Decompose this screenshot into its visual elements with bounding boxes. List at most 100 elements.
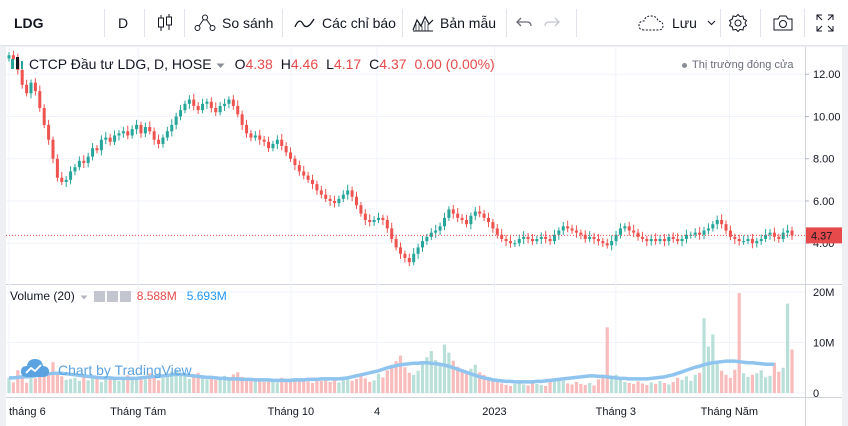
volume-bar [16,370,20,393]
volume-axis[interactable]: 20M 10M 0 [813,287,834,400]
candle-body [47,124,51,140]
eye-icon[interactable] [93,290,105,302]
fullscreen-icon [816,14,834,32]
candle-body [588,236,592,239]
interval-button[interactable]: D [118,0,128,46]
candle-body [236,105,240,115]
price-tick-label: 8.00 [813,154,834,166]
gear-icon[interactable] [106,290,118,302]
volume-bar [596,379,601,393]
chevron-down-icon[interactable] [80,289,88,303]
redo-icon [544,16,560,30]
symbol-search[interactable]: LDG [14,0,44,46]
volume-bar [51,362,55,393]
volume-bar [46,374,51,393]
candle-body [192,99,196,106]
candle-body [570,228,574,231]
series-title[interactable]: CTCP Đầu tư LDG, D, HOSE [29,56,212,72]
volume-bar [381,377,385,393]
tradingview-watermark[interactable]: Chart by TradingView [20,357,192,382]
chart-container[interactable]: 12.00 10.00 8.00 6.00 4.00 20M 10M 0 tháng 6 Th… [6,47,842,426]
candle-body [407,257,411,263]
volume-bar [240,376,244,393]
compare-icon [194,14,216,32]
candle-body [469,215,473,225]
indicators-button[interactable]: Các chỉ báo [294,0,396,46]
volume-bar [55,372,59,393]
candle-body [218,105,222,113]
candle-body [319,190,323,195]
top-toolbar: LDG D So sánh Các chỉ báo Bản mẫu [0,0,848,46]
volume-bar [548,381,552,393]
redo-button[interactable] [544,0,560,46]
volume-ma-value: 5.693M [186,289,227,303]
volume-bar [262,381,266,393]
chart-type-button[interactable] [156,0,174,46]
candle-body [170,124,174,132]
screenshot-button[interactable] [772,0,794,46]
volume-bar [434,360,438,393]
time-axis[interactable]: tháng 6 Tháng Tám Tháng 10 4 2023 Tháng 3 Thán… [9,406,758,418]
candle-body [517,238,521,244]
candle-body [500,234,504,239]
candle-body [95,148,99,151]
volume-bar [236,372,240,393]
volume-bar [482,374,486,393]
fullscreen-button[interactable] [816,0,834,46]
candle-body [381,217,385,220]
chevron-down-icon[interactable] [216,56,225,72]
volume-bar [196,372,200,393]
settings-button[interactable] [728,0,748,46]
volume-bar [385,370,389,393]
volume-bar [112,379,117,393]
volume-bar [544,385,548,393]
volume-bar [99,381,103,393]
compare-button[interactable]: So sánh [194,0,273,46]
volume-bar [720,370,724,393]
candle-body [253,135,257,138]
change-value: 0.00 (0.00%) [414,56,495,72]
candle-body [306,175,310,180]
candle-body [187,99,191,104]
volume-ma-line [9,359,775,384]
volume-bar [601,375,605,393]
volume-bar [623,381,627,393]
volume-bar [244,379,249,393]
volume-bar [460,371,464,393]
volume-bar [275,382,279,393]
templates-button[interactable]: Bản mẫu [412,0,496,46]
candle-body [130,129,134,136]
volume-bar [451,360,455,393]
volume-bar [341,379,345,393]
volume-bars [7,293,794,393]
volume-bar [671,381,675,393]
candle-body [7,55,11,59]
candle-body [456,213,460,218]
candle-body [223,103,227,106]
close-icon[interactable] [119,290,131,302]
volume-bar [728,377,733,393]
candle-body [746,238,750,242]
volume-bar [319,380,323,393]
volume-title[interactable]: Volume (20) [10,289,75,303]
volume-bar [117,380,121,393]
volume-bar [640,383,645,393]
templates-icon [412,14,434,32]
volume-bar [293,378,297,393]
candle-body [539,236,543,239]
candle-body [161,137,165,144]
undo-button[interactable] [516,0,532,46]
candle-body [372,219,376,223]
low-label: L [326,56,334,72]
candle-body [117,133,121,136]
candle-body [596,238,600,242]
candle-body [60,177,64,182]
volume-bar [742,373,746,393]
candle-body [530,238,534,242]
volume-bar [486,377,491,393]
volume-bar [618,378,623,393]
save-button[interactable]: Lưu [638,0,716,46]
candle-body [680,238,684,242]
